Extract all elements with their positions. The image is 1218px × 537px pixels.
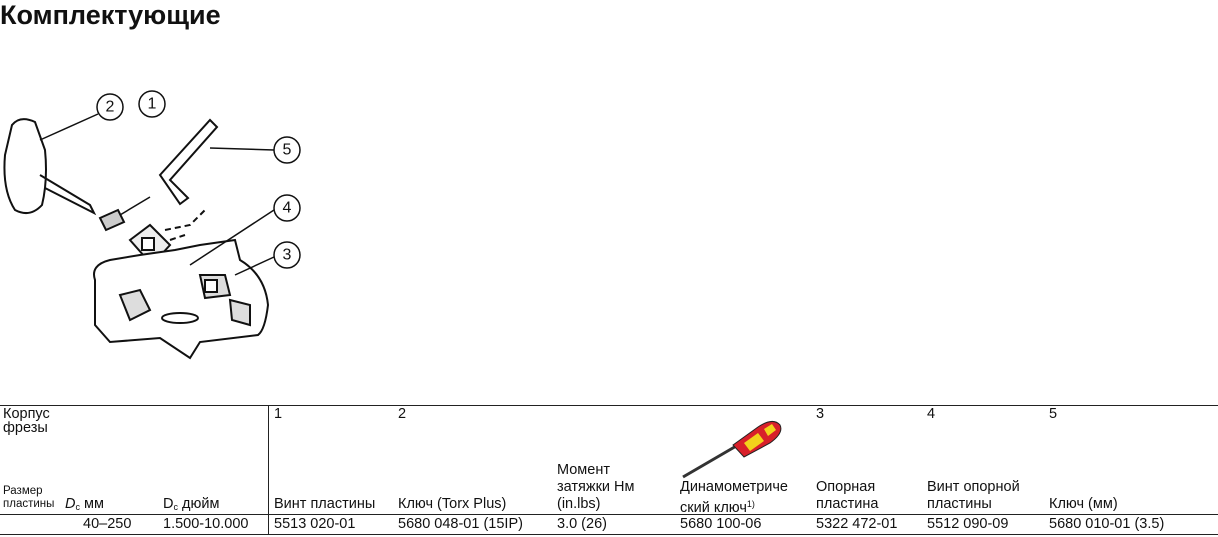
subscript: c bbox=[173, 502, 178, 512]
header-cell: Dc дюйм bbox=[163, 496, 219, 516]
unit: мм bbox=[84, 496, 104, 512]
callout: 1 bbox=[148, 96, 157, 113]
header-cell: Винт опорной пластины bbox=[927, 479, 1020, 513]
table-cell: 5680 100-06 bbox=[680, 516, 762, 532]
item-number: 3 bbox=[816, 406, 825, 422]
header-text: пластины bbox=[3, 498, 55, 510]
table-cell: 40–250 bbox=[83, 516, 132, 532]
header-cell: Динамометриче ский ключ1) bbox=[680, 479, 788, 517]
header-text: фрезы bbox=[3, 420, 48, 436]
table-cell: 5513 020-01 bbox=[274, 516, 356, 532]
symbol: D bbox=[163, 496, 174, 512]
header-text: пластина bbox=[816, 496, 879, 512]
callout: 2 bbox=[106, 99, 115, 116]
footnote-mark: 1) bbox=[746, 499, 755, 509]
table-rule bbox=[0, 534, 1218, 535]
header-cell: Размер пластины bbox=[3, 485, 54, 511]
header-cell: Опорная пластина bbox=[816, 479, 878, 513]
header-cell: Ключ (Torx Plus) bbox=[398, 496, 507, 512]
callout: 5 bbox=[283, 142, 292, 159]
header-cell: Dc мм bbox=[65, 496, 104, 516]
header-cell: Винт пластины bbox=[274, 496, 376, 512]
header-text: Корпус bbox=[3, 406, 50, 422]
header-cell: Ключ (мм) bbox=[1049, 496, 1118, 512]
torque-key-icon bbox=[682, 421, 782, 479]
item-number: 5 bbox=[1049, 406, 1058, 422]
header-text: Момент bbox=[557, 462, 610, 478]
title: Комплектующие bbox=[0, 0, 221, 30]
table-rule bbox=[0, 405, 1218, 406]
callout: 4 bbox=[283, 200, 292, 217]
item-number: 2 bbox=[398, 406, 407, 422]
table-cell: 1.500-10.000 bbox=[163, 516, 249, 532]
exploded-diagram: 1 2 3 4 5 bbox=[3, 90, 301, 360]
header-text: Динамометриче bbox=[680, 479, 788, 495]
table-cell: 3.0 (26) bbox=[557, 516, 607, 532]
header-cell: Момент затяжки Нм (in.lbs) bbox=[557, 462, 635, 513]
header-text: затяжки Нм bbox=[557, 479, 635, 495]
header-text: Винт опорной bbox=[927, 479, 1020, 495]
table-cell: 5680 048-01 (15IP) bbox=[398, 516, 523, 532]
item-number: 1 bbox=[274, 406, 283, 422]
table-cell: 5322 472-01 bbox=[816, 516, 898, 532]
table-rule bbox=[0, 514, 1218, 515]
header-text: (in.lbs) bbox=[557, 496, 601, 512]
header-text: Размер bbox=[3, 485, 43, 497]
header-text: пластины bbox=[927, 496, 992, 512]
subscript: c bbox=[75, 502, 80, 512]
table-cell: 5512 090-09 bbox=[927, 516, 1009, 532]
table-cell: 5680 010-01 (3.5) bbox=[1049, 516, 1165, 532]
callout: 3 bbox=[283, 247, 292, 264]
header-cell: Корпус фрезы bbox=[3, 406, 50, 437]
symbol: D bbox=[65, 496, 76, 512]
table-rule bbox=[268, 405, 269, 535]
header-text: ский ключ bbox=[680, 500, 747, 516]
item-number: 4 bbox=[927, 406, 936, 422]
unit: дюйм bbox=[182, 496, 220, 512]
header-text: Опорная bbox=[816, 479, 876, 495]
